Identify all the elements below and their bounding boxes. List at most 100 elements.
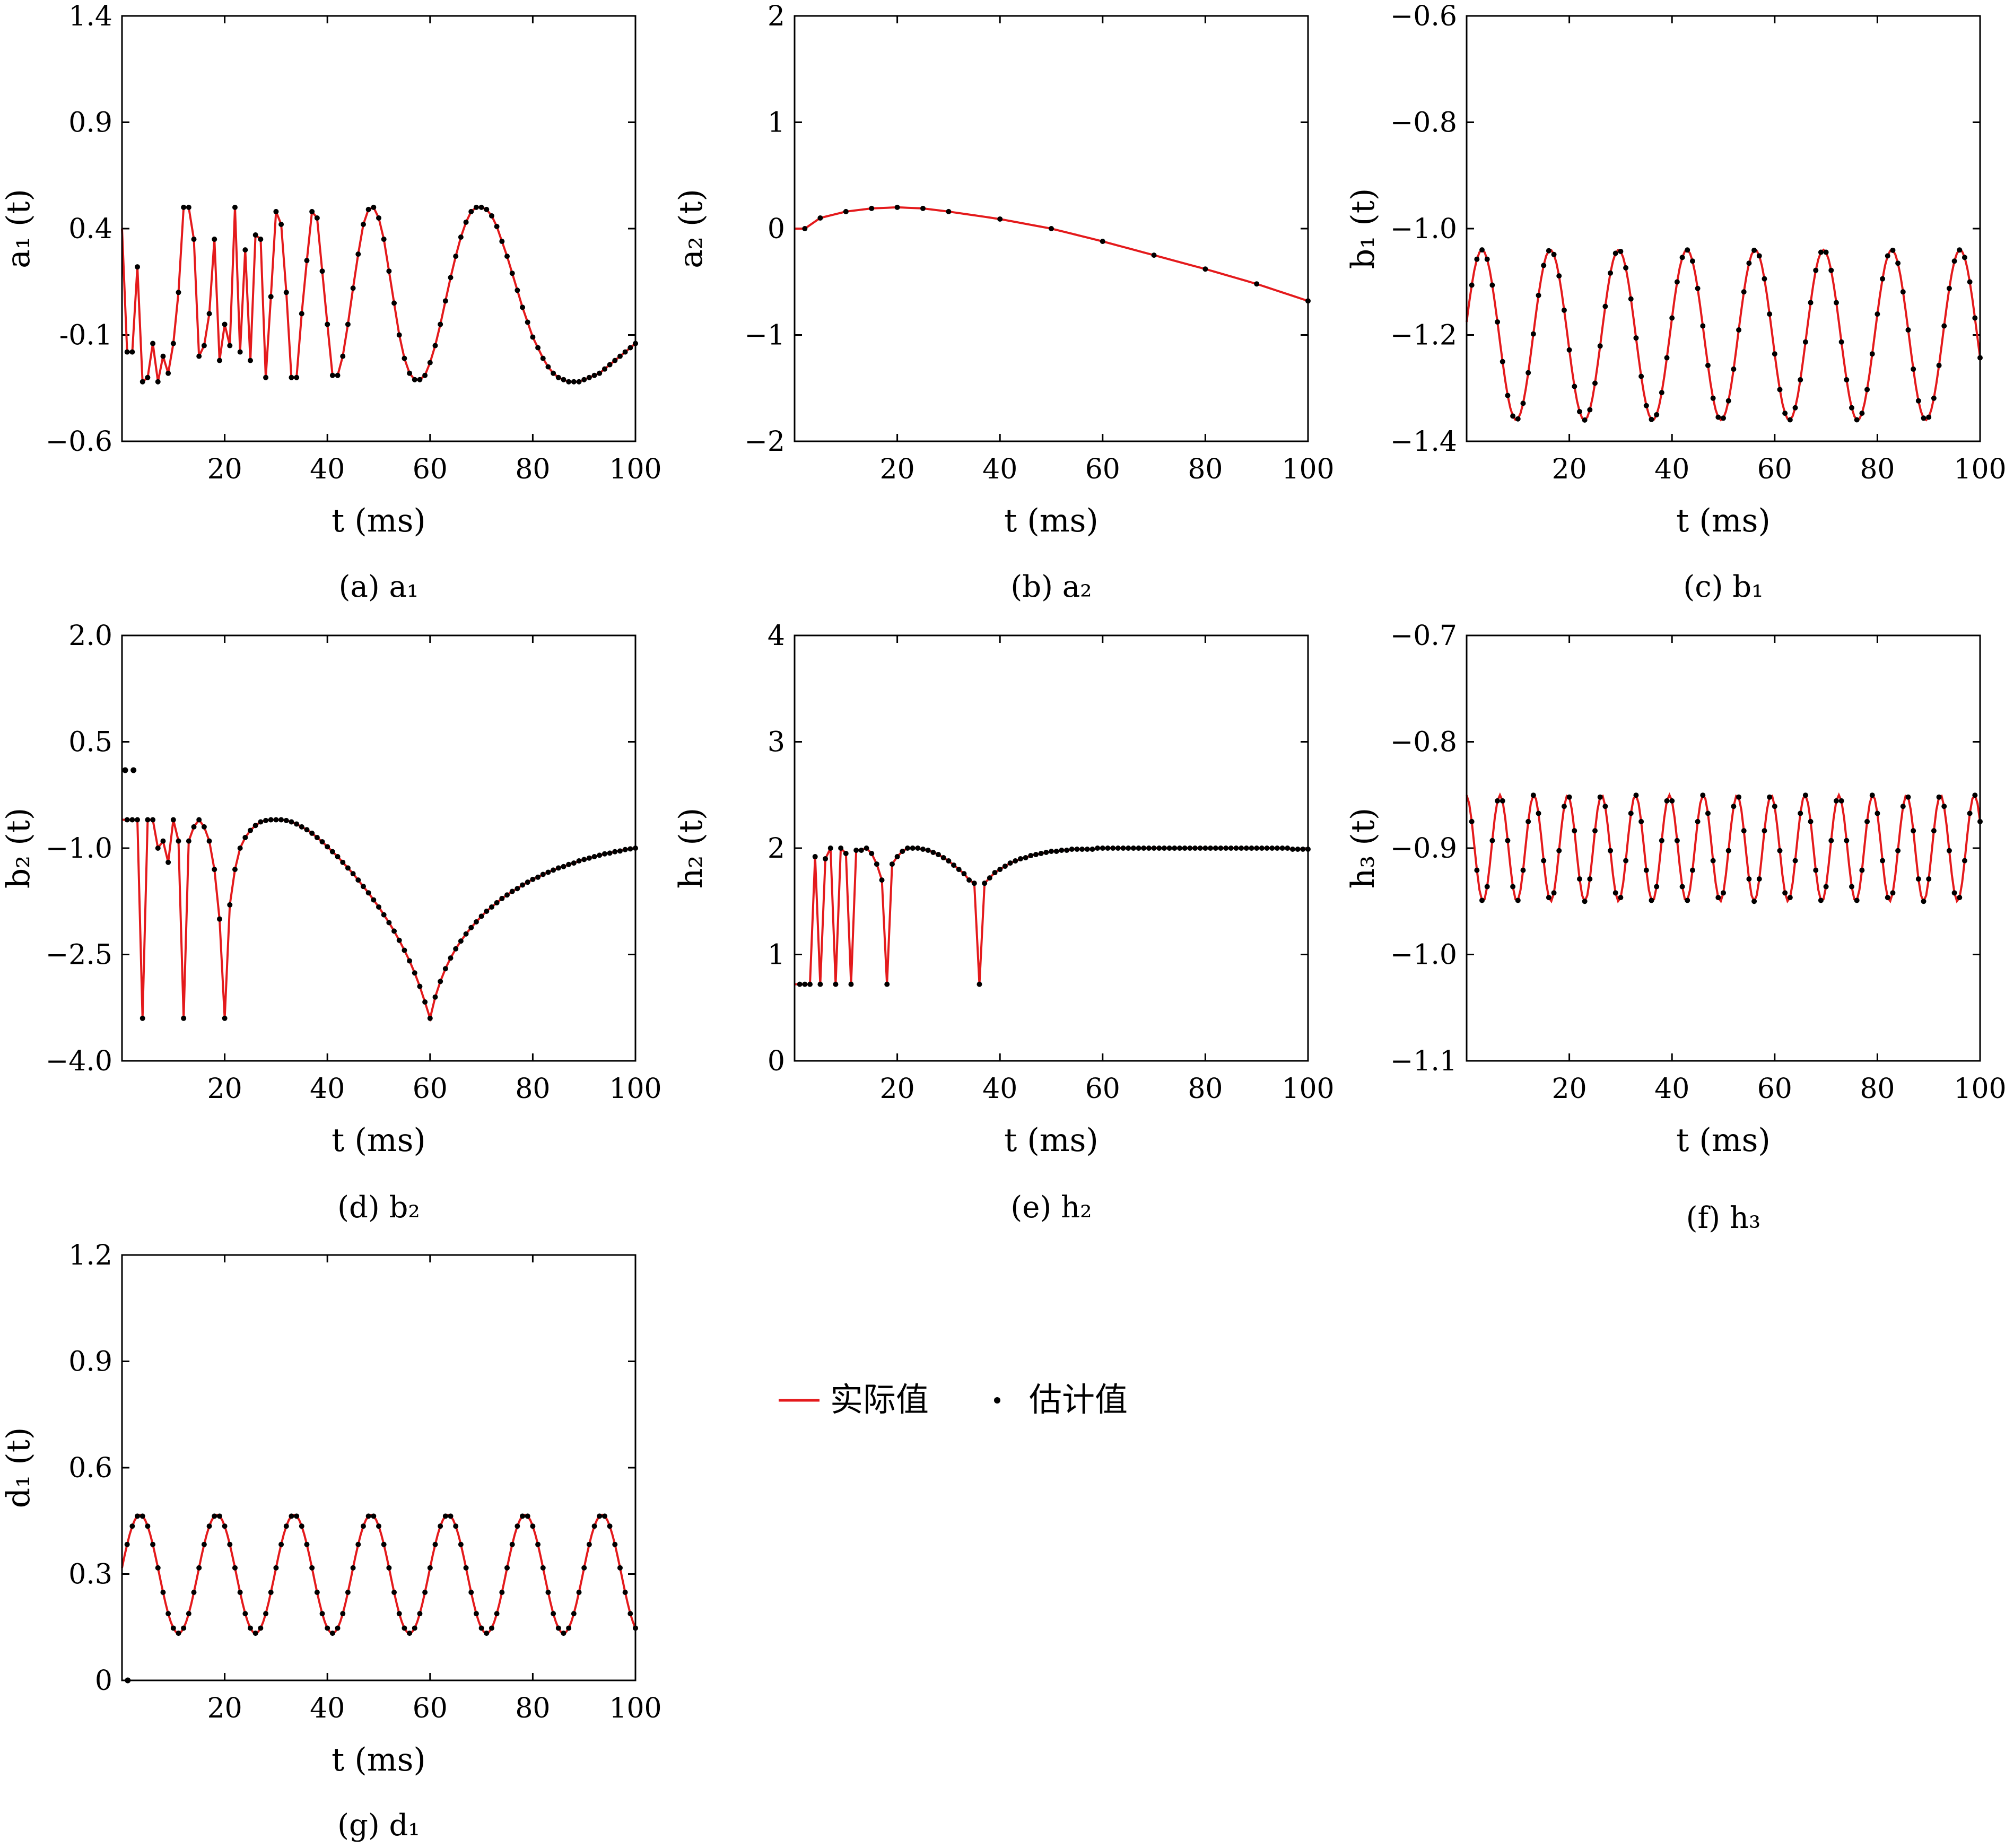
estimated-point [1777,387,1783,393]
estimated-point [1136,845,1141,851]
estimated-point [494,1611,500,1617]
estimated-point [1546,895,1551,901]
estimated-point [442,1513,448,1519]
estimated-point [946,858,952,864]
estimated-point [1823,884,1829,890]
estimated-point [176,838,181,844]
estimated-point [1900,289,1906,295]
estimated-point [1208,845,1214,851]
estimated-point [396,1611,402,1617]
estimated-point [1890,247,1896,253]
plot-frame [1466,634,1981,1062]
estimated-point [1166,845,1172,851]
panel-a: 20 40 60 80 100 −0.6 -0.1 0.4 0.9 1.4 t (ms) a₁ (t)… [0,1,662,604]
estimated-point [1130,845,1136,851]
estimated-point [135,817,141,823]
estimated-point [145,374,151,380]
estimated-point [1679,884,1685,890]
estimated-point [237,349,243,355]
y-tick-label: −2.5 [46,939,112,971]
estimated-point [478,1625,484,1631]
estimated-point [1921,899,1926,904]
estimated-point [1818,249,1824,255]
estimated-point [222,1523,228,1529]
estimated-point [602,1513,607,1519]
estimated-point [1772,351,1777,357]
estimated-point [1618,248,1624,254]
estimated-point [1751,899,1757,904]
estimated-point [360,884,366,890]
estimated-point [1546,248,1551,254]
estimated-point [1576,876,1582,882]
estimated-point [1911,366,1916,372]
y-tick-label: −1.2 [1390,320,1457,352]
estimated-point [1536,292,1541,298]
x-tick-label: 100 [609,1693,661,1724]
estimated-point [1059,848,1065,853]
estimated-point [1551,890,1557,896]
estimated-point [576,1589,582,1595]
estimated-point [427,1015,433,1021]
estimated-point [350,1565,356,1571]
estimated-point [1100,845,1105,851]
estimated-point [201,824,207,830]
x-tick-label: 80 [1188,1073,1223,1105]
estimated-point [1915,398,1921,404]
estimated-point [591,1523,597,1529]
estimated-point [283,1523,289,1529]
estimated-point [314,215,320,221]
estimated-point [566,861,572,867]
y-tick-label: 1.4 [68,1,112,32]
x-tick-label: 100 [1954,1073,2005,1105]
estimated-point [1823,249,1829,255]
estimated-point [1541,858,1547,864]
estimated-point [417,377,423,382]
estimated-point [248,1625,253,1631]
estimated-point [1254,845,1260,851]
estimated-point [586,374,592,380]
estimated-point [597,852,603,858]
series-actual-line [121,1513,637,1635]
estimated-point [453,254,459,259]
x-axis-label: t (ms) [332,1741,426,1779]
y-axis-label: a₂ (t) [673,189,710,268]
estimated-point [438,979,443,984]
estimated-point [432,994,438,1000]
x-tick-label: 80 [1860,1073,1895,1105]
estimated-point [1931,395,1937,401]
y-tick-label: 0.9 [68,107,112,139]
estimated-point [1880,276,1886,282]
estimated-point [268,294,274,300]
estimated-point [294,821,300,827]
estimated-point [248,358,253,363]
estimated-point [458,234,464,240]
estimated-point [350,285,356,291]
estimated-point [360,1523,366,1529]
estimated-point [212,237,217,242]
estimated-point [427,360,433,365]
estimated-point [1946,285,1952,291]
estimated-point [535,874,541,880]
estimated-point [843,208,849,214]
estimated-point [833,981,839,987]
estimated-point [381,912,387,918]
estimated-point [345,865,351,871]
estimated-point [530,1523,536,1529]
estimated-point [1530,331,1536,337]
estimated-point [468,208,474,214]
estimated-point [530,876,536,882]
estimated-point [432,343,438,348]
estimated-point [340,353,346,359]
estimated-point [1875,810,1880,816]
estimated-point [1664,355,1670,361]
estimated-point [304,258,310,264]
estimated-point [827,845,833,851]
panel-caption: (b) a₂ [1010,570,1092,604]
estimated-point [1628,296,1634,302]
estimated-point [525,1513,530,1519]
estimated-point [263,374,269,380]
estimated-point [607,362,613,368]
estimated-point [1951,890,1957,896]
panel-f: 20 40 60 80 100 −1.1 −1.0 −0.9 −0.8 −0.7 t (ms) h₃ … [1345,620,2005,1235]
estimated-point [1525,370,1531,376]
